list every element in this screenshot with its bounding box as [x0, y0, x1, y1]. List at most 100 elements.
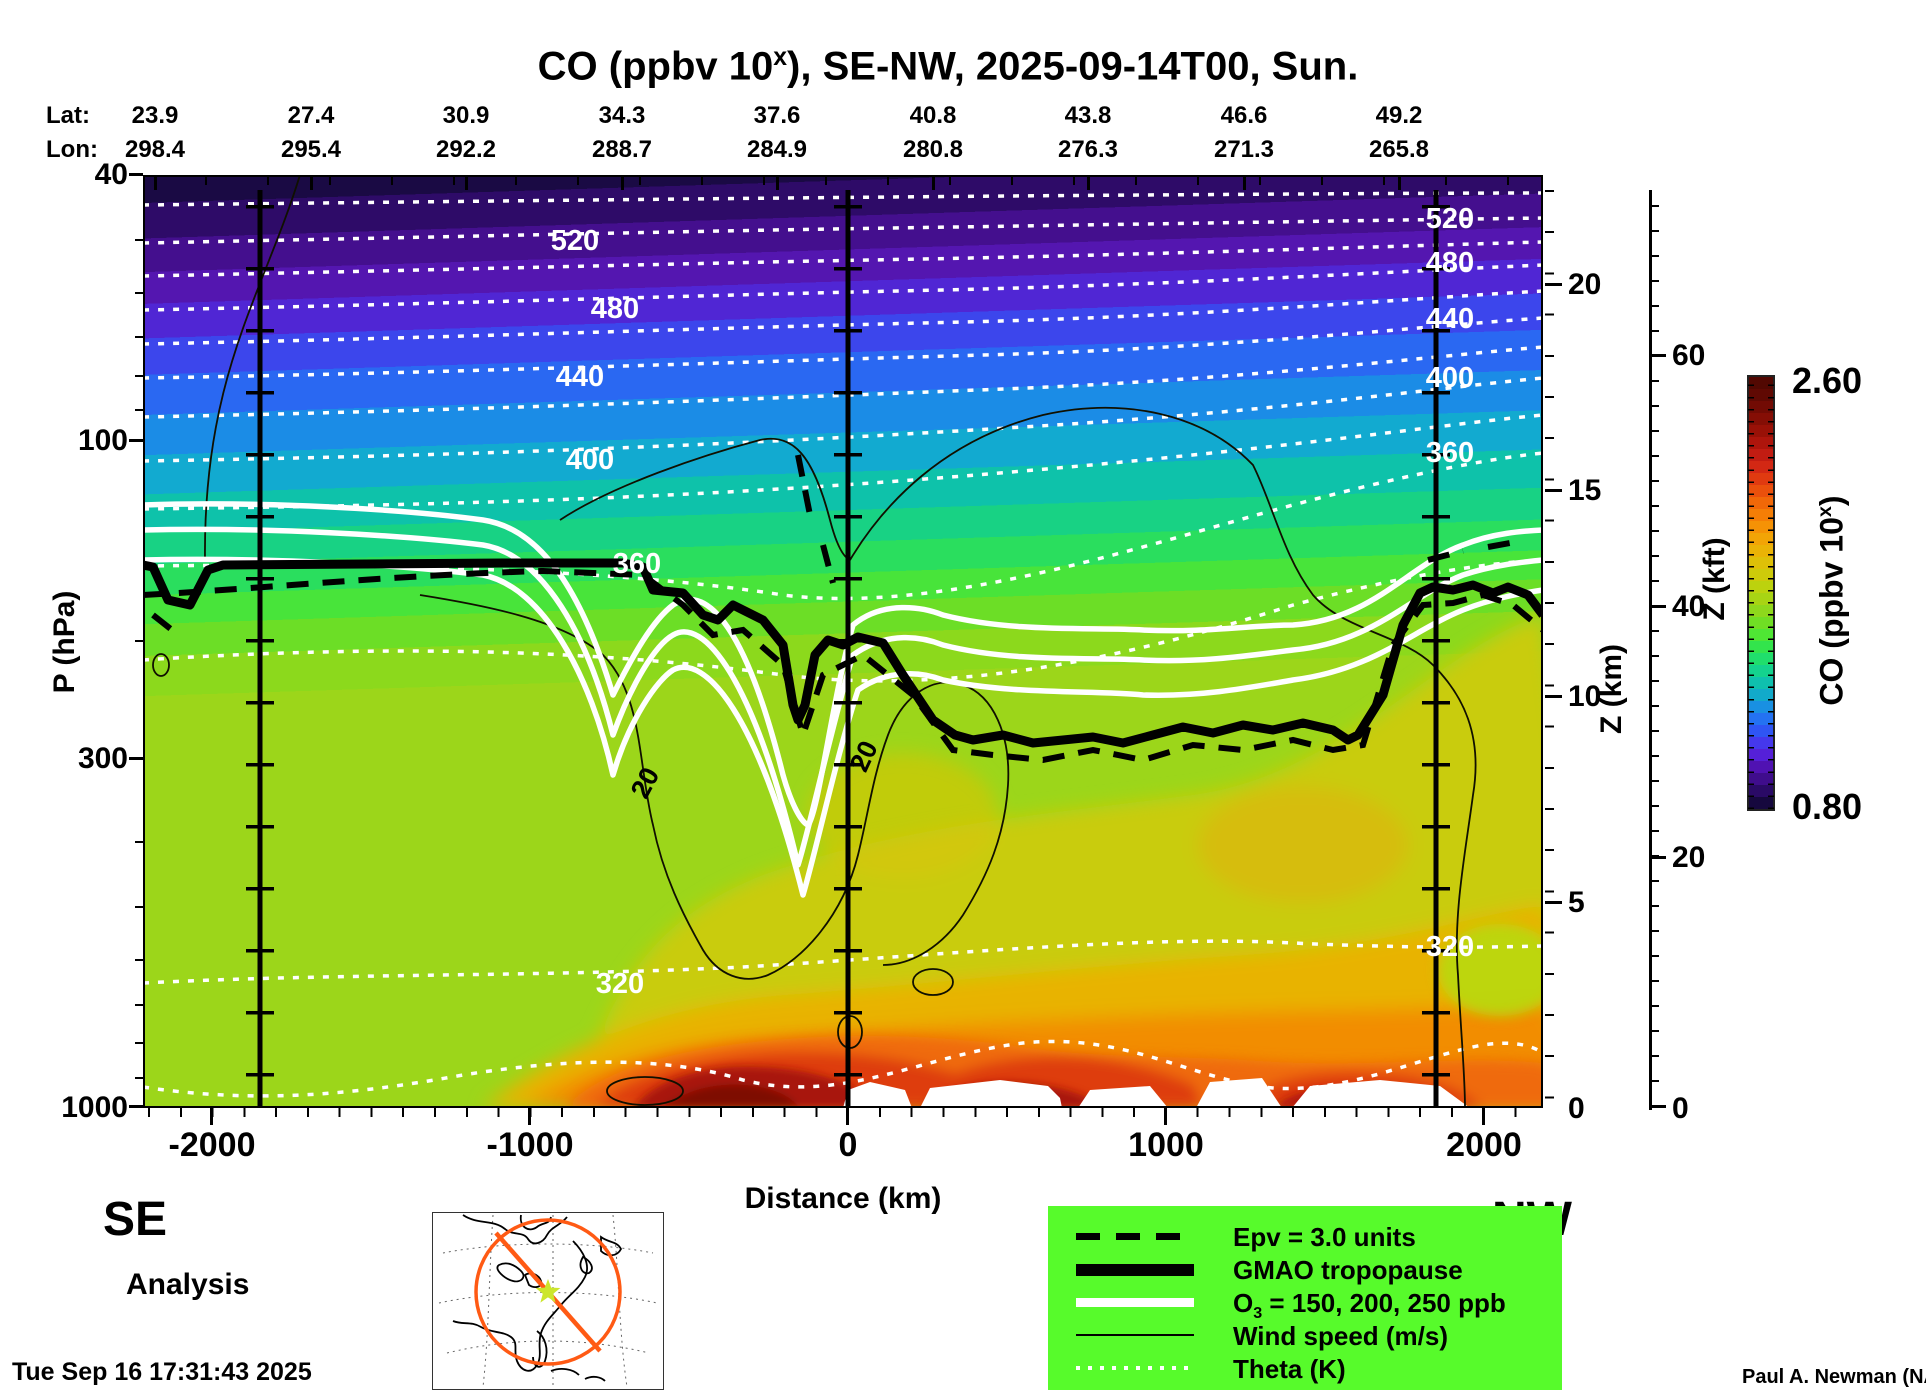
credit: Paul A. Newman (NASA [1742, 1366, 1926, 1388]
svg-text:400: 400 [1426, 362, 1474, 394]
colorbar-step [1749, 545, 1773, 557]
lat-row-label: Lat: [46, 102, 90, 129]
lat-value: 46.6 [1220, 102, 1268, 129]
tropopause-line [143, 558, 1543, 748]
zkft-major-tick [1651, 1105, 1666, 1108]
x-tick-label: 2000 [1446, 1126, 1522, 1164]
x-tick-label: -2000 [168, 1126, 256, 1164]
colorbar-step [1749, 785, 1773, 797]
p-minor-tick [135, 1004, 143, 1006]
p-major-tick [129, 439, 143, 442]
colorbar-step [1749, 449, 1773, 461]
colorbar-step [1749, 677, 1773, 689]
x-tick-label: -1000 [486, 1126, 574, 1164]
ozone-label-post: = 150, 200, 250 ppb [1262, 1288, 1506, 1318]
colorbar-step [1749, 485, 1773, 497]
lon-value: 295.4 [280, 136, 342, 163]
zkft-major-tick [1651, 856, 1666, 859]
colorbar-step [1749, 725, 1773, 737]
colorbar-step [1749, 557, 1773, 569]
p-minor-tick [135, 239, 143, 241]
zkm-tick-label: 20 [1568, 268, 1602, 301]
x-axis-minor-ticks [148, 1108, 1540, 1117]
colorbar-min: 0.80 [1792, 786, 1863, 827]
colorbar-step [1749, 509, 1773, 521]
x-major-tick [1164, 1108, 1167, 1125]
lat-value: 30.9 [442, 102, 490, 129]
legend-item-label: GMAO tropopause [1233, 1255, 1463, 1285]
lat-value: 43.8 [1064, 102, 1112, 129]
svg-text:320: 320 [596, 968, 644, 1000]
colorbar-step [1749, 437, 1773, 449]
lat-tick [154, 177, 157, 190]
lat-tick [932, 177, 935, 190]
colorbar-step [1749, 605, 1773, 617]
thick-white-line-icon [1076, 1298, 1194, 1307]
section-circle [474, 1218, 622, 1366]
colorbar-step [1749, 773, 1773, 785]
lat-value: 49.2 [1375, 102, 1423, 129]
inset-map [432, 1212, 664, 1390]
zkft-tick-label: 40 [1672, 590, 1706, 623]
p-minor-tick [135, 375, 143, 377]
dotted-white-line-icon [1076, 1366, 1194, 1370]
lat-value: 27.4 [287, 102, 335, 129]
lon-value: 271.3 [1213, 136, 1275, 163]
p-minor-tick [135, 336, 143, 338]
colorbar-step [1749, 665, 1773, 677]
zkm-major-tick [1545, 283, 1562, 286]
x-axis-title: Distance (km) [744, 1182, 942, 1215]
p-minor-tick [135, 292, 143, 294]
lat-tick [776, 177, 779, 190]
page-title: CO (ppbv 10x), SE-NW, 2025-09-14T00, Sun… [300, 44, 1596, 89]
legend-item-label: Theta (K) [1233, 1354, 1346, 1384]
dashed-line-icon [1076, 1233, 1194, 1240]
colorbar-step [1749, 797, 1773, 809]
colorbar-title-post: ) [1813, 495, 1850, 507]
p-tick-label: 100 [77, 424, 128, 457]
zkm-minor-ticks [1545, 190, 1554, 1110]
svg-text:440: 440 [1426, 303, 1474, 335]
p-major-tick [129, 757, 143, 760]
zkm-tick-label: 5 [1568, 886, 1585, 919]
timestamp: Tue Sep 16 17:31:43 2025 [12, 1358, 312, 1386]
legend-item-tropopause: GMAO tropopause [1048, 1253, 1562, 1286]
zkm-tick-label: 0 [1568, 1092, 1585, 1125]
lon-value: 280.8 [902, 136, 964, 163]
colorbar-step [1749, 389, 1773, 401]
colorbar-max: 2.60 [1792, 360, 1863, 401]
x-major-tick [528, 1108, 531, 1125]
colorbar-step [1749, 629, 1773, 641]
lat-value: 40.8 [909, 102, 957, 129]
theta-contour-labels: 520 480 440 400 360 320 520 480 440 400 … [551, 203, 1474, 1000]
p-minor-tick [135, 906, 143, 908]
colorbar-step [1749, 425, 1773, 437]
colorbar-title-sup: x [1813, 506, 1836, 518]
colorbar-title: CO (ppbv 10x) [1814, 469, 1851, 733]
colorbar-step [1749, 593, 1773, 605]
title-pre: CO (ppbv 10 [537, 44, 774, 89]
colorbar-step [1749, 497, 1773, 509]
legend-item-ozone: O3 = 150, 200, 250 ppb [1048, 1286, 1562, 1322]
lon-row-label: Lon: [46, 136, 98, 163]
lon-value: 284.9 [746, 136, 808, 163]
colorbar-ticks-left [1748, 377, 1754, 809]
zkft-major-tick [1651, 605, 1666, 608]
cross-section-plot: 520 480 440 400 360 320 520 480 440 400 … [143, 175, 1543, 1108]
x-major-tick [210, 1108, 213, 1125]
colorbar-step [1749, 749, 1773, 761]
colorbar-step [1749, 641, 1773, 653]
zkm-major-tick [1545, 489, 1562, 492]
svg-text:480: 480 [1426, 247, 1474, 279]
lat-tick [1398, 177, 1401, 190]
ozone-label-pre: O [1233, 1288, 1254, 1318]
corner-se: SE [103, 1193, 168, 1246]
terrain-mask [843, 1078, 1470, 1108]
p-tick-label: 1000 [61, 1091, 128, 1124]
colorbar-step [1749, 521, 1773, 533]
svg-text:440: 440 [556, 361, 604, 393]
thick-black-line-icon [1076, 1264, 1194, 1276]
lat-tick [465, 177, 468, 190]
x-major-tick [846, 1108, 849, 1125]
